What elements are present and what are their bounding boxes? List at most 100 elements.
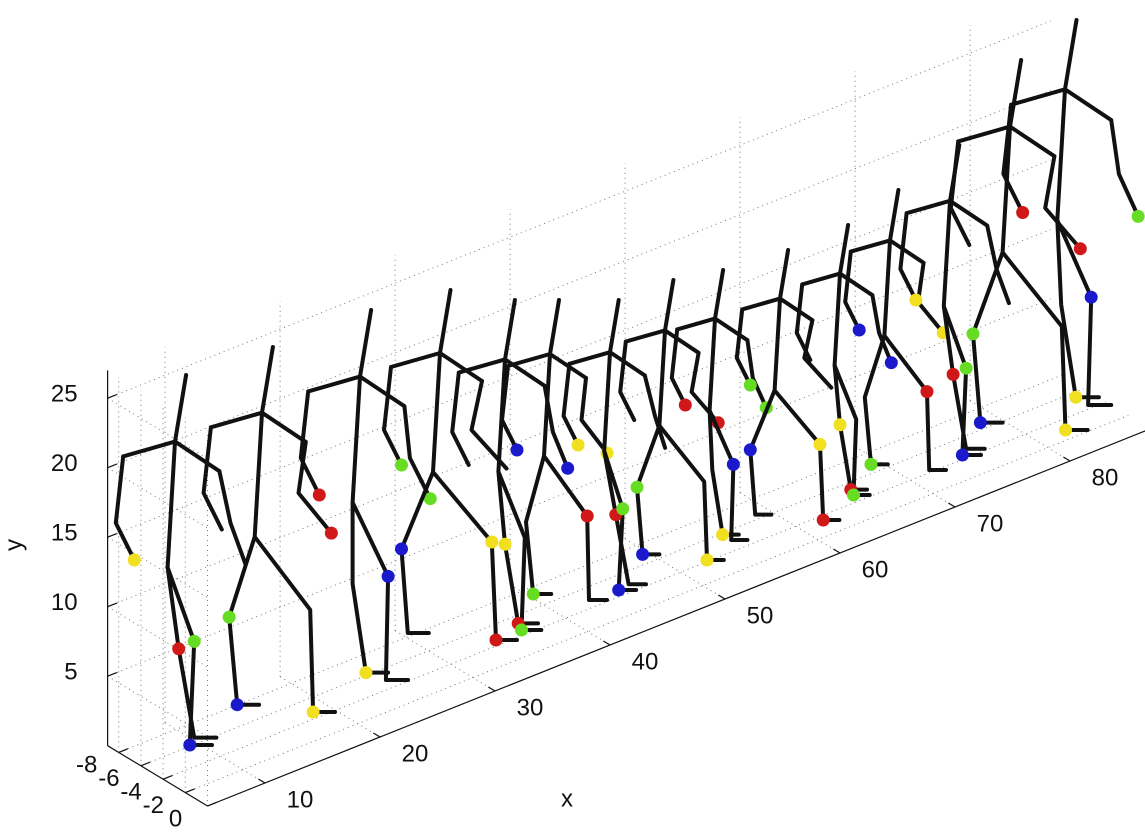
joint-marker [499,538,512,551]
x-tick-label: 80 [1092,464,1119,491]
joint-marker [231,698,244,711]
y-axis-label: y [0,539,27,551]
joint-marker [561,462,574,475]
joint-marker [572,439,585,452]
joint-marker [817,514,830,527]
joint-marker [909,294,922,307]
grid-line [108,21,1051,398]
joint-marker [744,379,757,392]
grid-line [108,91,1051,468]
joint-marker [885,356,898,369]
joint-marker [128,554,141,567]
joint-marker [395,543,408,556]
tick-mark [108,464,117,468]
tick-mark [373,733,380,737]
joint-marker [1016,206,1029,219]
tick-mark [185,789,194,793]
joint-marker [581,510,594,523]
joint-marker [395,459,408,472]
joint-marker [511,444,524,457]
joint-marker [847,489,860,502]
x-tick-label: 10 [287,786,314,813]
joint-marker [716,528,729,541]
tick-mark [108,534,117,538]
joint-marker [1074,242,1087,255]
z-tick-label: -8 [76,752,97,779]
joint-marker [813,438,826,451]
x-tick-label: 40 [632,648,659,675]
joint-marker [485,536,498,549]
tick-mark [108,603,117,607]
x-axis-label: x [561,785,573,812]
joint-marker [515,624,528,637]
grid-line [108,537,208,597]
grid-line [395,631,495,691]
chart: 1020304050607080510152025-8-6-4-20 x y [0,0,1145,833]
joint-marker [1132,210,1145,223]
joint-marker [307,706,320,719]
stick-figure [204,347,335,712]
joint-marker [1085,291,1098,304]
z-tick-label: -2 [143,792,164,819]
tick-mark [208,802,217,806]
joint-marker [864,458,877,471]
x-tick-label: 20 [402,740,429,767]
tick-mark [718,595,725,599]
joint-marker [727,458,740,471]
joint-marker [612,584,625,597]
joint-marker [325,527,338,540]
joint-marker [527,588,540,601]
z-tick-label: -4 [120,779,141,806]
joint-marker [359,666,372,679]
tick-mark [108,673,117,677]
joint-marker [834,418,847,431]
y-tick-label: 15 [51,520,78,547]
grid-line [108,398,208,458]
z-tick-label: 0 [169,805,182,832]
joint-marker [956,449,969,462]
tick-mark [1063,457,1070,461]
joint-marker [490,634,503,647]
joint-marker [313,489,326,502]
joint-marker [188,635,201,648]
joint-marker [636,548,649,561]
joint-marker [223,611,236,624]
joint-marker [616,502,629,515]
grid-line [185,415,1128,792]
tick-mark [141,762,150,766]
joint-marker [1069,391,1082,404]
tick-mark [603,641,610,645]
tick-mark [488,687,495,691]
stick-figures [116,20,1145,752]
grid-line [141,389,1084,766]
x-tick-label: 30 [517,694,544,721]
tick-mark [119,749,128,753]
joint-marker [960,362,973,375]
y-tick-label: 20 [51,450,78,477]
joint-marker [701,554,714,567]
grid-line [165,723,265,783]
grid-line [108,160,1051,537]
joint-marker [382,570,395,583]
grid-line [280,677,380,737]
x-axis [208,429,1145,806]
grid-line [510,585,610,645]
tick-mark [258,779,265,783]
y-tick-label: 5 [64,659,77,686]
joint-marker [967,327,980,340]
joint-marker [744,443,757,456]
joint-marker [679,399,692,412]
x-tick-label: 50 [747,602,774,629]
y-tick-label: 25 [51,381,78,408]
x-tick-label: 60 [862,556,889,583]
grid-line [108,299,1051,676]
joint-marker [853,324,866,337]
joint-marker [631,481,644,494]
tick-mark [833,549,840,553]
y-tick-label: 10 [51,589,78,616]
joint-marker [947,368,960,381]
tick-mark [163,776,172,780]
x-tick-label: 70 [977,510,1004,537]
grid-line [970,401,1070,461]
joint-marker [920,385,933,398]
